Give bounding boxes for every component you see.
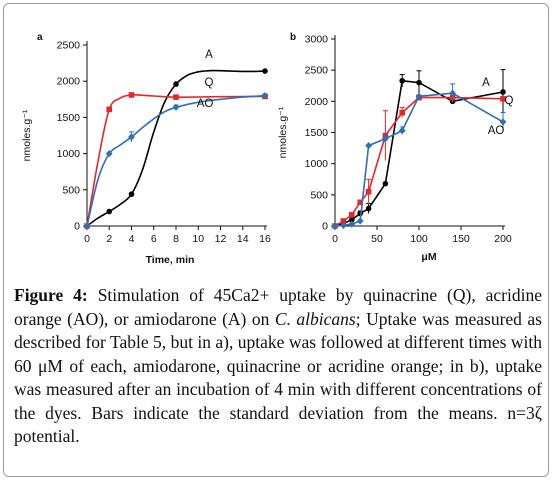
series-line xyxy=(334,96,504,227)
x-tick-label: 8 xyxy=(173,233,179,245)
x-tick-label: 10 xyxy=(192,233,204,245)
data-point xyxy=(365,141,372,150)
series-annotation: A xyxy=(482,77,490,89)
data-point xyxy=(128,92,135,98)
y-tick-label: 2000 xyxy=(57,76,81,88)
y-axis-label: nmoles.g⁻¹ xyxy=(277,106,289,158)
x-tick-label: 16 xyxy=(259,233,271,245)
data-point xyxy=(349,211,355,218)
data-point xyxy=(106,208,113,215)
data-point xyxy=(105,150,113,158)
series-line xyxy=(334,79,504,227)
data-point xyxy=(449,89,456,97)
x-tick-label: 100 xyxy=(410,233,428,245)
y-tick-label: 500 xyxy=(62,184,80,196)
x-tick-label: 50 xyxy=(371,233,383,245)
x-tick-label: 4 xyxy=(129,233,135,245)
data-point xyxy=(499,118,507,126)
data-point xyxy=(262,68,268,74)
x-tick-label: 2 xyxy=(106,233,112,245)
data-point xyxy=(356,217,364,225)
series-q xyxy=(84,92,268,229)
data-point xyxy=(340,218,347,224)
series-line xyxy=(86,94,266,227)
y-tick-label: 2500 xyxy=(305,65,329,77)
figure-caption: Figure 4: Stimulation of 45Ca2+ uptake b… xyxy=(14,284,542,449)
data-point xyxy=(382,180,389,187)
data-point xyxy=(331,222,339,230)
data-point xyxy=(348,220,356,228)
x-tick-label: 200 xyxy=(494,233,512,245)
series-line xyxy=(334,92,504,227)
data-point xyxy=(382,135,389,143)
data-point xyxy=(500,96,506,102)
x-tick-label: 6 xyxy=(151,233,157,245)
data-point xyxy=(172,103,180,111)
data-point xyxy=(349,216,355,223)
data-point xyxy=(398,127,406,135)
x-tick-label: 150 xyxy=(452,233,470,245)
series-annotation: AO xyxy=(488,125,505,137)
y-tick-label: 1000 xyxy=(57,148,81,160)
data-point xyxy=(128,191,135,197)
data-point xyxy=(83,222,91,230)
panel-label: a xyxy=(37,32,43,43)
data-point xyxy=(173,94,179,100)
caption-label: Figure 4: xyxy=(14,285,88,305)
figure-frame xyxy=(3,3,549,477)
series-a xyxy=(84,68,268,229)
series-annotation: Q xyxy=(205,77,214,89)
y-tick-label: 3000 xyxy=(305,34,329,46)
chart-panel-b: 0 500 1000 1500 2000 2500 3000 0 50 100 150 200 μM nm… xyxy=(277,32,514,263)
y-tick-label: 2500 xyxy=(57,40,81,52)
y-tick-label: 2000 xyxy=(305,96,329,108)
series-q xyxy=(332,94,506,229)
y-tick-label: 1000 xyxy=(305,158,329,170)
data-point xyxy=(399,109,405,116)
x-tick-label: 12 xyxy=(215,233,227,245)
series-ao xyxy=(83,92,269,230)
chart-panel-a: 0 500 1000 1500 2000 2500 0 2 4 6 8 10 12 14 16 Time, m… xyxy=(21,32,271,266)
y-tick-label: 1500 xyxy=(305,127,329,139)
data-point xyxy=(415,92,423,100)
data-point xyxy=(261,92,269,100)
y-tick-label: 1500 xyxy=(57,112,81,124)
caption-text-2: ; Uptake was measured as described for T… xyxy=(14,308,542,447)
x-tick-label: 0 xyxy=(84,233,90,245)
panel-label: b xyxy=(290,32,296,43)
caption-species: C. albicans xyxy=(274,308,356,329)
x-axis-label: Time, min xyxy=(146,254,195,266)
series-line xyxy=(86,94,266,227)
caption-text: Stimulation of 45Ca2+ uptake by quinacri… xyxy=(14,285,542,329)
y-axis-label: nmoles.g⁻¹ xyxy=(21,109,33,161)
series-annotation: A xyxy=(205,49,213,61)
series-ao xyxy=(331,83,507,230)
y-tick-label: 0 xyxy=(322,221,328,233)
data-point xyxy=(365,205,372,212)
data-point xyxy=(416,79,422,86)
data-point xyxy=(340,221,347,229)
data-point xyxy=(365,188,372,195)
data-point xyxy=(399,77,406,84)
y-tick-label: 0 xyxy=(74,221,80,233)
data-point xyxy=(173,81,179,87)
data-point xyxy=(106,106,113,113)
data-point xyxy=(128,133,135,141)
x-tick-label: 14 xyxy=(237,233,249,245)
series-annotation: AO xyxy=(197,98,214,110)
x-axis-label: μM xyxy=(421,251,436,263)
data-point xyxy=(357,199,363,206)
x-tick-label: 0 xyxy=(332,233,338,245)
y-tick-label: 500 xyxy=(310,189,328,201)
data-point xyxy=(500,89,506,95)
series-annotation: Q xyxy=(505,95,514,107)
